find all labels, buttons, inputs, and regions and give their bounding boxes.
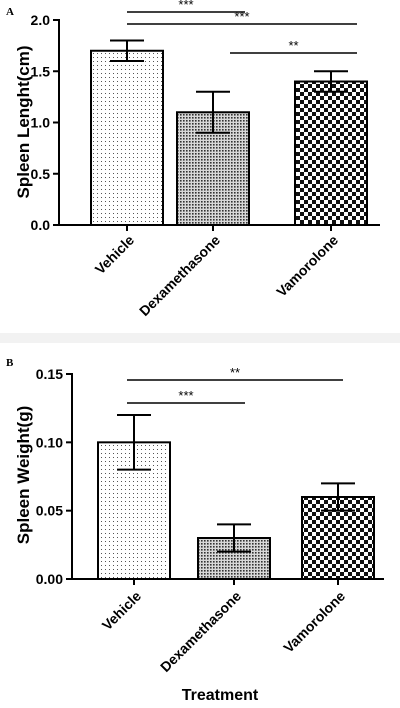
y-tick-label: 0.05 — [36, 503, 63, 519]
panel-divider — [0, 333, 400, 343]
y-axis-title-a: Spleen Lenght(cm) — [14, 45, 33, 198]
significance-label: *** — [234, 9, 249, 24]
category-label: Dexamethasone — [157, 588, 244, 675]
chart-panel-b: B Spleen Weight(g) Treatment 0.00 0.05 0.1… — [6, 357, 384, 704]
category-label: Vehicle — [92, 232, 138, 278]
panel-label-b: B — [6, 357, 14, 369]
y-axis-title-b: Spleen Weight(g) — [14, 406, 33, 545]
y-tick-label: 2.0 — [31, 12, 51, 28]
bar-dexamethasone — [176, 111, 250, 226]
category-label: Vamorolone — [280, 588, 348, 656]
category-label: Vamorolone — [273, 232, 341, 300]
y-tick-label: 1.5 — [31, 63, 51, 79]
x-axis-title-b: Treatment — [182, 687, 259, 704]
plot-area-b: 0.00 0.05 0.10 0.15 Vehicle Dexamethasone Vamo… — [36, 365, 384, 675]
category-label: Dexamethasone — [136, 232, 223, 319]
bar-vamorolone — [294, 80, 368, 226]
chart-panel-a: A Spleen Lenght(cm) 0.0 0.5 1.0 1.5 2.0 Vehic… — [6, 0, 380, 319]
y-tick-label: 1.0 — [31, 115, 51, 131]
y-tick-label: 0.0 — [31, 217, 51, 233]
bar-vehicle — [90, 49, 164, 226]
panel-label-a: A — [6, 6, 14, 18]
category-label: Vehicle — [99, 588, 145, 634]
significance-label: *** — [178, 0, 193, 12]
y-tick-label: 0.5 — [31, 166, 51, 182]
significance-label: *** — [178, 388, 193, 403]
significance-label: ** — [288, 38, 298, 53]
significance-label: ** — [230, 365, 240, 380]
y-tick-label: 0.10 — [36, 434, 63, 450]
y-tick-label: 0.00 — [36, 571, 63, 587]
y-tick-label: 0.15 — [36, 366, 63, 382]
